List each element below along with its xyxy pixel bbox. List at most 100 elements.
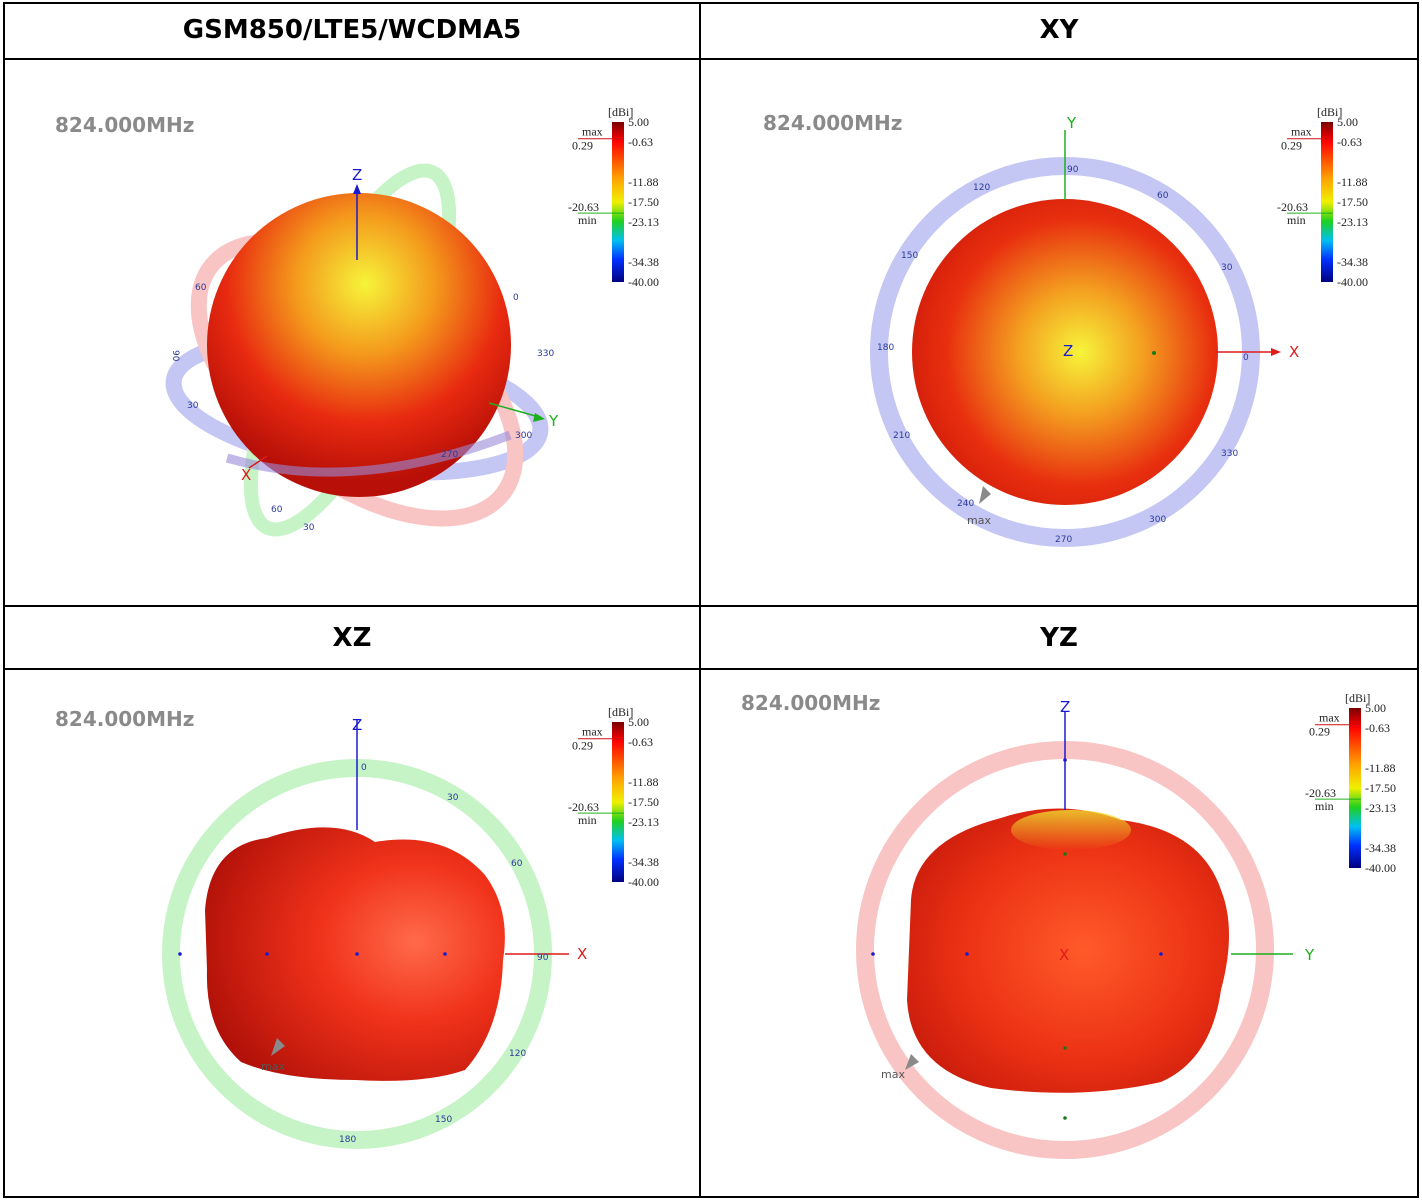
tick-label: 120 (509, 1049, 526, 1059)
axis-dot (1159, 952, 1163, 956)
axis-dot (965, 952, 969, 956)
colorbar-tick-label: -17.50 (1365, 781, 1396, 795)
z-axis-label: Z (352, 716, 362, 734)
header-band: GSM850/LTE5/WCDMA5 (182, 15, 522, 45)
panel-xz: 824.000MHz Z X 0 30 60 90 120 150 180 ma… (5, 670, 699, 1198)
radiation-pattern (205, 827, 505, 1081)
colorbar-tick-label: -23.13 (1365, 801, 1396, 815)
tick-label: 60 (1157, 191, 1169, 201)
z-axis-label: Z (1063, 342, 1073, 360)
header-xy: XY (1039, 15, 1079, 45)
colorbar-tick-label: -11.88 (1337, 175, 1368, 189)
panel-iso: 824.000MHz Z Y X 90 60 30 (5, 60, 699, 605)
colorbar-tick-label: 5.00 (1337, 115, 1358, 129)
colorbar: [dBi]5.00 -0.63 -11.88 -17.50 -23.13 -34.38 -4… (1277, 105, 1368, 289)
colorbar-tick-label: -17.50 (628, 795, 659, 809)
panel-xy: 824.000MHz Y X Z 90 60 30 0 330 300 270 … (701, 60, 1417, 605)
axis-dot (265, 952, 269, 956)
tick-label: 0 (1243, 353, 1249, 363)
colorbar-tick-label: -23.13 (628, 215, 659, 229)
tick-label: 90 (1067, 165, 1079, 175)
x-axis-label: X (1289, 343, 1299, 361)
colorbar-tick-label: 5.00 (1365, 701, 1386, 715)
colorbar-tick-label: -17.50 (628, 195, 659, 209)
x-axis-label: X (577, 945, 587, 963)
axis-dot (1063, 1116, 1067, 1120)
colorbar-tick-label: -0.63 (628, 135, 653, 149)
axis-dot (871, 952, 875, 956)
row-divider-2 (5, 605, 1417, 607)
x-axis-line (248, 455, 268, 469)
max-marker-label: max (261, 1060, 285, 1073)
tick-label: 90 (170, 350, 180, 362)
colorbar-tick-label: -40.00 (1365, 861, 1396, 875)
colorbar-gradient (1321, 122, 1333, 282)
colorbar-tick-label: -40.00 (628, 875, 659, 889)
colorbar-max-value: 0.29 (572, 139, 593, 153)
tick-label: 180 (339, 1135, 356, 1145)
colorbar-max-label: max (1319, 711, 1340, 725)
colorbar-unit: [dBi] (1317, 105, 1342, 119)
z-axis-label: Z (352, 166, 362, 184)
tick-label: 240 (957, 499, 974, 509)
frequency-label: 824.000MHz (55, 113, 194, 137)
tick-label: 330 (537, 349, 554, 359)
colorbar-min-label: min (1315, 799, 1334, 813)
tick-label: 120 (973, 183, 990, 193)
axis-dot (178, 952, 182, 956)
y-axis-arrow (533, 413, 545, 422)
colorbar-max-label: max (582, 725, 603, 739)
radiation-pattern (912, 199, 1218, 505)
tick-label: 300 (1149, 515, 1166, 525)
tick-label: 0 (513, 293, 519, 303)
tick-label: 180 (877, 343, 894, 353)
max-marker-label: max (967, 514, 991, 527)
colorbar-unit: [dBi] (608, 105, 633, 119)
panel-yz: 824.000MHz Z Y X max [dBi] 5.00 -0.63 -11.8… (701, 670, 1417, 1198)
tick-label: 60 (271, 505, 283, 515)
tick-label: 300 (515, 431, 532, 441)
z-axis-arrow (353, 184, 361, 194)
colorbar: [dBi]5.00 -0.63 -11.88 -17.50 -23.13 -34.38 -4… (1305, 691, 1396, 875)
colorbar-tick-label: -34.38 (1337, 255, 1368, 269)
tick-label: 30 (303, 523, 315, 533)
y-axis-line (488, 402, 540, 418)
tick-label: 270 (441, 450, 458, 460)
colorbar-tick-label: -34.38 (1365, 841, 1396, 855)
tick-label: 90 (537, 953, 549, 963)
colorbar-tick-label: 5.00 (628, 715, 649, 729)
radiation-pattern (207, 193, 511, 497)
colorbar-gradient (612, 722, 624, 882)
colorbar-tick-label: -11.88 (628, 175, 659, 189)
colorbar-min-value: -20.63 (1305, 786, 1336, 800)
blue-ring-front (225, 430, 512, 477)
tick-label: 0 (361, 763, 367, 773)
tick-label: 330 (1221, 449, 1238, 459)
max-pointer-icon (905, 1054, 919, 1070)
colorbar-tick-label: -0.63 (628, 735, 653, 749)
colorbar-unit: [dBi] (608, 705, 633, 719)
colorbar: [dBi]5.00 -0.63 -11.88 -17.50 -23.13 -34.38 -4… (568, 105, 659, 289)
column-divider (699, 4, 701, 1196)
figure-table: GSM850/LTE5/WCDMA5 XY XZ YZ 824.000MHz (3, 2, 1419, 1198)
colorbar-max-value: 0.29 (572, 739, 593, 753)
x-axis-arrow (1271, 348, 1281, 356)
tick-label: 60 (195, 283, 207, 293)
colorbar: [dBi]5.00 -0.63 -11.88 -17.50 -23.13 -34.38 -4… (568, 705, 659, 889)
colorbar-max-value: 0.29 (1309, 725, 1330, 739)
colorbar-tick-label: 5.00 (628, 115, 649, 129)
colorbar-max-value: 0.29 (1281, 139, 1302, 153)
colorbar-tick-label: -17.50 (1337, 195, 1368, 209)
colorbar-tick-label: -40.00 (1337, 275, 1368, 289)
colorbar-max-label: max (1291, 125, 1312, 139)
x-axis-label: X (1059, 946, 1069, 964)
colorbar-min-label: min (578, 213, 597, 227)
colorbar-tick-label: -34.38 (628, 255, 659, 269)
x-axis-label: X (241, 466, 251, 484)
row-divider-3 (5, 668, 1417, 670)
colorbar-min-value: -20.63 (568, 200, 599, 214)
colorbar-tick-label: -40.00 (628, 275, 659, 289)
tick-label: 60 (511, 859, 523, 869)
tick-label: 150 (435, 1115, 452, 1125)
tick-label: 30 (187, 401, 199, 411)
